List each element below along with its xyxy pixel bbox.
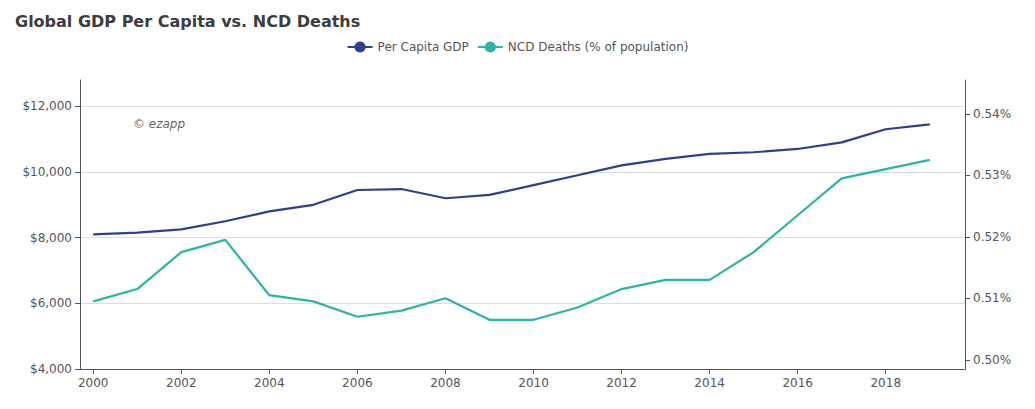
svg-text:$12,000: $12,000 xyxy=(22,99,72,113)
svg-text:2000: 2000 xyxy=(78,376,109,390)
svg-text:2006: 2006 xyxy=(342,376,373,390)
svg-text:2018: 2018 xyxy=(870,376,901,390)
svg-text:0.50%: 0.50% xyxy=(973,353,1011,367)
svg-text:$8,000: $8,000 xyxy=(30,231,72,245)
svg-text:2012: 2012 xyxy=(606,376,637,390)
svg-text:2008: 2008 xyxy=(430,376,461,390)
svg-text:$10,000: $10,000 xyxy=(22,165,72,179)
svg-text:2002: 2002 xyxy=(166,376,197,390)
svg-text:2014: 2014 xyxy=(694,376,725,390)
svg-text:0.52%: 0.52% xyxy=(973,230,1011,244)
svg-text:$4,000: $4,000 xyxy=(30,362,72,376)
svg-text:2004: 2004 xyxy=(254,376,285,390)
svg-text:Global GDP Per Capita vs. NCD: Global GDP Per Capita vs. NCD Deaths xyxy=(15,12,360,31)
svg-text:2010: 2010 xyxy=(518,376,549,390)
svg-text:0.51%: 0.51% xyxy=(973,291,1011,305)
svg-text:0.53%: 0.53% xyxy=(973,168,1011,182)
svg-text:0.54%: 0.54% xyxy=(973,107,1011,121)
svg-text:2016: 2016 xyxy=(782,376,813,390)
svg-text:$6,000: $6,000 xyxy=(30,296,72,310)
svg-text:Per Capita GDP: Per Capita GDP xyxy=(378,40,469,54)
svg-text:NCD Deaths (% of population): NCD Deaths (% of population) xyxy=(508,40,689,54)
svg-text:© ezapp: © ezapp xyxy=(133,117,185,131)
